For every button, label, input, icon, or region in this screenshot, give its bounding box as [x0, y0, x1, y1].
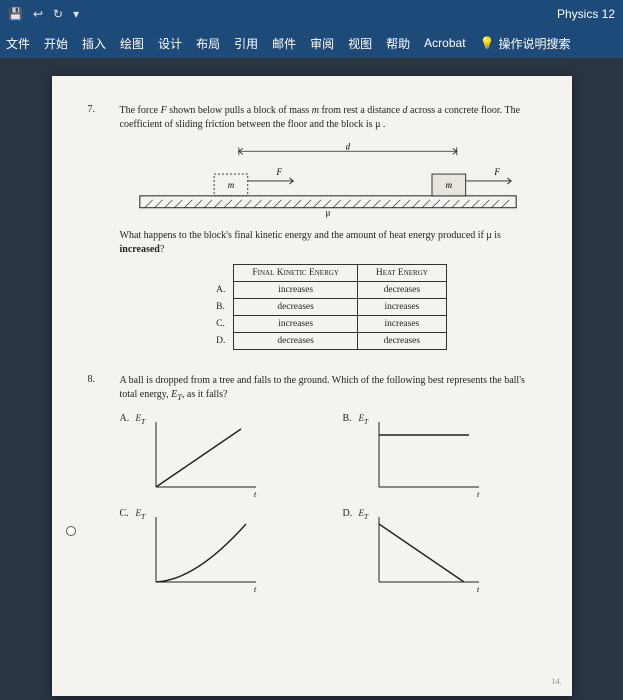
option-b: B. ET t — [343, 413, 536, 500]
question-number: 7. — [88, 104, 104, 350]
question-text: The force F shown below pulls a block of… — [120, 104, 536, 131]
tell-me-search[interactable]: 💡 操作说明搜索 — [480, 35, 571, 52]
column-header: Final Kinetic Energy — [234, 265, 357, 282]
tab-mailings[interactable]: 邮件 — [272, 35, 296, 52]
tab-draw[interactable]: 绘图 — [120, 35, 144, 52]
redo-icon[interactable]: ↻ — [53, 7, 63, 21]
sub-question: What happens to the block's final kineti… — [120, 229, 536, 256]
title-bar: 💾 ↩ ↻ ▾ Physics 12 — [0, 0, 623, 28]
svg-text:t: t — [254, 490, 257, 497]
table-row: D.decreasesdecreases — [208, 333, 446, 350]
tab-home[interactable]: 开始 — [44, 35, 68, 52]
document-area[interactable]: 7. The force F shown below pulls a block… — [0, 58, 623, 700]
tab-review[interactable]: 审阅 — [310, 35, 334, 52]
ribbon-tabs: 文件 开始 插入 绘图 设计 布局 引用 邮件 审阅 视图 帮助 Acrobat… — [0, 28, 623, 58]
tab-help[interactable]: 帮助 — [386, 35, 410, 52]
table-row: A.increasesdecreases — [208, 282, 446, 299]
question-8: 8. A ball is dropped from a tree and fal… — [88, 374, 536, 595]
tab-references[interactable]: 引用 — [234, 35, 258, 52]
svg-text:d: d — [345, 141, 350, 151]
page-number: 14. — [552, 677, 562, 686]
search-hint-text: 操作说明搜索 — [498, 35, 570, 52]
document-page: 7. The force F shown below pulls a block… — [52, 76, 572, 696]
tab-acrobat[interactable]: Acrobat — [424, 36, 465, 50]
options-table: Final Kinetic Energy Heat Energy A.incre… — [208, 264, 447, 350]
table-row: C.increasesincreases — [208, 316, 446, 333]
tab-file[interactable]: 文件 — [6, 35, 30, 52]
option-a: A. ET t — [120, 413, 313, 500]
svg-text:m: m — [227, 180, 234, 190]
question-text: A ball is dropped from a tree and falls … — [120, 374, 536, 403]
svg-text:F: F — [275, 167, 282, 177]
lightbulb-icon: 💡 — [480, 36, 495, 50]
tab-layout[interactable]: 布局 — [196, 35, 220, 52]
table-row: B.decreasesincreases — [208, 299, 446, 316]
block-diagram: d m F — [120, 141, 536, 219]
svg-text:t: t — [477, 585, 480, 592]
radio-marker — [66, 526, 76, 536]
svg-text:μ: μ — [325, 208, 330, 218]
question-7: 7. The force F shown below pulls a block… — [88, 104, 536, 350]
option-d: D. ET t — [343, 508, 536, 595]
graph-options: A. ET t B. — [120, 413, 536, 595]
save-icon[interactable]: 💾 — [8, 7, 23, 21]
svg-text:t: t — [254, 585, 257, 592]
tab-design[interactable]: 设计 — [158, 35, 182, 52]
app-title: Physics 12 — [557, 7, 615, 21]
dropdown-icon[interactable]: ▾ — [73, 7, 79, 21]
question-number: 8. — [88, 374, 104, 595]
svg-text:m: m — [445, 180, 452, 190]
svg-text:F: F — [493, 167, 500, 177]
svg-text:t: t — [477, 490, 480, 497]
tab-view[interactable]: 视图 — [348, 35, 372, 52]
column-header: Heat Energy — [357, 265, 446, 282]
tab-insert[interactable]: 插入 — [82, 35, 106, 52]
option-c: C. ET t — [120, 508, 313, 595]
undo-icon[interactable]: ↩ — [33, 7, 43, 21]
